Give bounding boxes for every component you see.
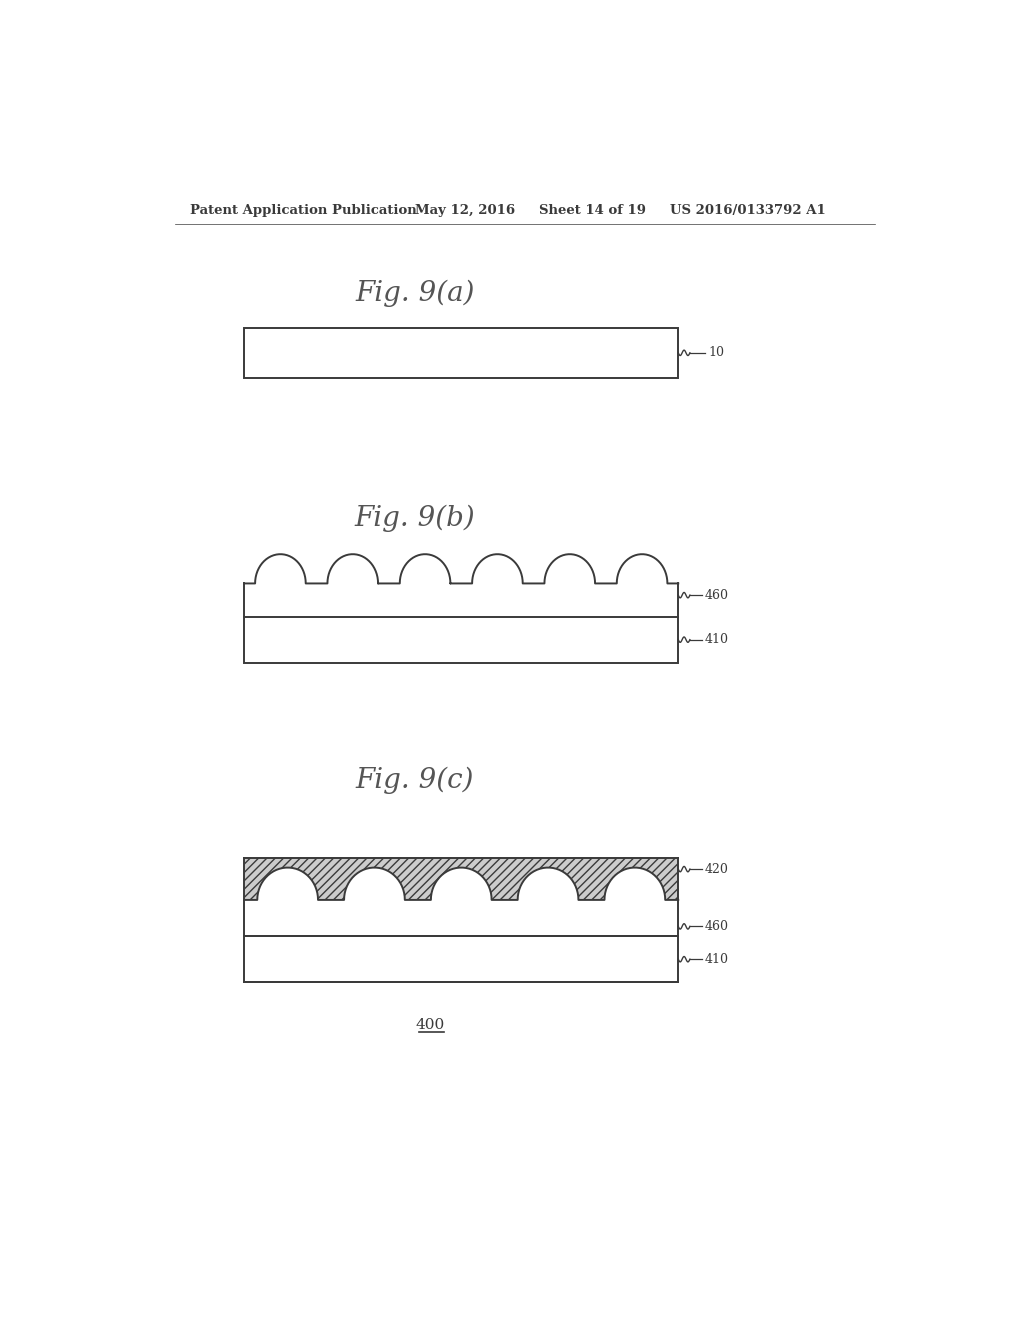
Text: 460: 460 — [705, 920, 729, 933]
Text: Sheet 14 of 19: Sheet 14 of 19 — [539, 205, 646, 218]
Text: 400: 400 — [416, 1018, 444, 1032]
Text: 410: 410 — [705, 953, 729, 966]
Bar — [245, 327, 678, 378]
Text: 420: 420 — [705, 862, 728, 875]
Text: US 2016/0133792 A1: US 2016/0133792 A1 — [671, 205, 826, 218]
Text: Patent Application Publication: Patent Application Publication — [190, 205, 417, 218]
Text: 10: 10 — [709, 346, 724, 359]
Text: Fig. 9(a): Fig. 9(a) — [355, 280, 474, 306]
Text: Fig. 9(c): Fig. 9(c) — [355, 767, 474, 795]
Text: Fig. 9(b): Fig. 9(b) — [354, 506, 475, 532]
Polygon shape — [245, 858, 678, 900]
Bar — [245, 616, 678, 663]
Text: May 12, 2016: May 12, 2016 — [415, 205, 515, 218]
Bar — [245, 936, 678, 982]
Text: 410: 410 — [705, 634, 729, 647]
Text: 460: 460 — [705, 589, 729, 602]
